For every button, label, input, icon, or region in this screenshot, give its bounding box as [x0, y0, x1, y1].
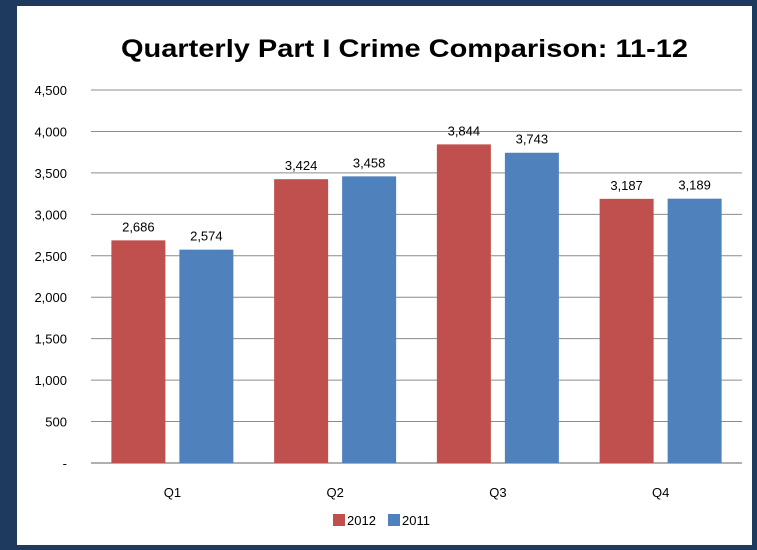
bars [111, 144, 722, 463]
bar-2011-Q1 [179, 249, 234, 463]
x-tick-label-Q3: Q3 [489, 485, 506, 500]
x-tick-label-Q4: Q4 [652, 485, 669, 500]
chart-title: Quarterly Part I Crime Comparison: 11-12 [121, 35, 688, 63]
y-tick-label: 3,000 [34, 207, 67, 222]
data-label-2012-Q2: 3,424 [285, 158, 318, 173]
bar-2011-Q4 [667, 198, 722, 463]
data-label-2011-Q3: 3,743 [516, 132, 549, 147]
y-tick-label: 2,500 [34, 249, 67, 264]
bar-2012-Q2 [274, 179, 329, 463]
bar-2011-Q3 [504, 152, 559, 463]
legend-swatch-2012 [333, 514, 345, 526]
x-axis-tick-labels: Q1 Q2 Q3 Q4 [164, 485, 670, 500]
legend-label-2011: 2011 [402, 513, 430, 528]
data-label-2012-Q1: 2,686 [122, 219, 155, 234]
y-tick-label: 3,500 [34, 166, 67, 181]
data-label-2011-Q2: 3,458 [353, 155, 386, 170]
bar-2012-Q1 [111, 240, 166, 463]
data-label-2011-Q4: 3,189 [678, 178, 711, 193]
data-labels: 2,686 2,574 3,424 3,458 3,844 3,743 3,187 3,189 [122, 123, 711, 243]
bar-2011-Q2 [342, 176, 397, 463]
x-tick-label-Q1: Q1 [164, 485, 181, 500]
y-tick-label: 1,000 [34, 373, 67, 388]
y-tick-label: 1,500 [34, 332, 67, 347]
y-tick-label: 2,000 [34, 290, 67, 305]
bar-2012-Q4 [599, 198, 654, 463]
legend-label-2012: 2012 [347, 513, 376, 528]
legend-swatch-2011 [388, 514, 400, 526]
data-label-2012-Q4: 3,187 [610, 178, 643, 193]
y-tick-label: 4,000 [34, 124, 67, 139]
y-tick-label: 500 [45, 415, 67, 430]
y-tick-label: - [63, 456, 67, 471]
data-label-2012-Q3: 3,844 [448, 123, 481, 138]
y-tick-label: 4,500 [34, 83, 67, 98]
x-tick-label-Q2: Q2 [326, 485, 343, 500]
legend: 2012 2011 [333, 513, 430, 528]
data-label-2011-Q1: 2,574 [190, 229, 223, 244]
y-axis-tick-labels: - 500 1,000 1,500 2,000 2,500 3,000 3,500 4,000 4… [34, 83, 67, 471]
bar-2012-Q3 [436, 144, 491, 463]
